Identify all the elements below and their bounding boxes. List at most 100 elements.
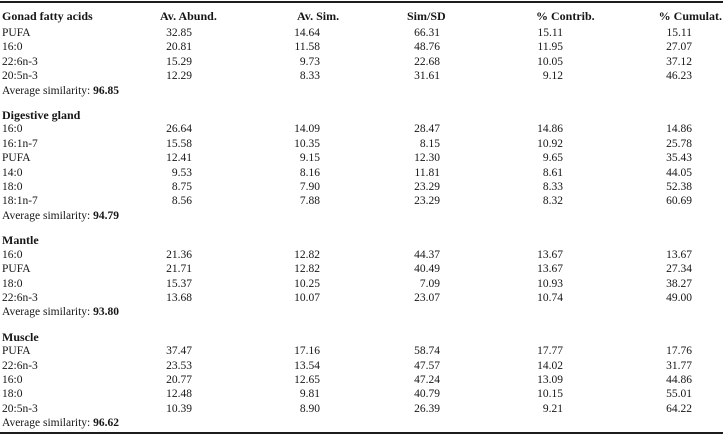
table-row: 22:6n-3 13.68 10.07 23.07 10.74 49.00 xyxy=(0,291,723,305)
average-similarity-label: Average similarity: xyxy=(2,306,94,319)
value-cell: 14.86 xyxy=(537,123,563,136)
value-cell: 23.29 xyxy=(414,195,440,208)
value-cell: 10.93 xyxy=(537,277,563,290)
fatty-acid-name: 16:0 xyxy=(2,41,23,54)
value-cell: 15.29 xyxy=(166,55,192,68)
value-cell: 12.82 xyxy=(294,263,320,276)
value-cell: 40.49 xyxy=(414,263,440,276)
fatty-acid-name: 18:1n-7 xyxy=(2,195,38,208)
value-cell: 8.56 xyxy=(171,195,192,208)
table-row: 20:5n-3 10.39 8.90 26.39 9.21 64.22 xyxy=(0,402,723,416)
average-similarity: Average similarity: 93.80 xyxy=(0,305,723,320)
table-row: 22:6n-3 23.53 13.54 47.57 14.02 31.77 xyxy=(0,359,723,373)
average-similarity-label: Average similarity: xyxy=(2,417,94,430)
value-cell: 46.23 xyxy=(666,70,692,83)
average-similarity-value: 96.85 xyxy=(93,84,119,97)
fatty-acid-name: 16:1n-7 xyxy=(2,137,38,150)
value-cell: 9.15 xyxy=(299,152,320,165)
value-cell: 47.57 xyxy=(414,359,440,372)
average-similarity-value: 94.79 xyxy=(93,209,119,222)
value-cell: 27.07 xyxy=(666,41,692,54)
value-cell: 31.61 xyxy=(414,70,440,83)
table-row: PUFA 32.85 14.64 66.31 15.11 15.11 xyxy=(0,26,723,40)
average-similarity-label: Average similarity: xyxy=(2,84,94,97)
fatty-acid-name: 18:0 xyxy=(2,181,23,194)
value-cell: 11.81 xyxy=(414,166,440,179)
value-cell: 40.79 xyxy=(414,388,440,401)
value-cell: 37.12 xyxy=(666,55,692,68)
value-cell: 17.76 xyxy=(666,345,692,358)
value-cell: 7.09 xyxy=(419,277,440,290)
value-cell: 27.34 xyxy=(666,263,692,276)
value-cell: 10.05 xyxy=(537,55,563,68)
value-cell: 7.88 xyxy=(299,195,320,208)
column-header-av-sim: Av. Sim. xyxy=(297,9,340,23)
fatty-acid-name: 18:0 xyxy=(2,277,23,290)
table-row: 22:6n-3 15.29 9.73 22.68 10.05 37.12 xyxy=(0,55,723,69)
value-cell: 25.78 xyxy=(666,137,692,150)
value-cell: 10.35 xyxy=(294,137,320,150)
section-gap-cell xyxy=(0,99,723,108)
value-cell: 8.75 xyxy=(171,181,192,194)
value-cell: 23.29 xyxy=(414,181,440,194)
table-row: PUFA 37.47 17.16 58.74 17.77 17.76 xyxy=(0,344,723,358)
value-cell: 8.33 xyxy=(299,70,320,83)
average-similarity-row: Average similarity: 93.80 xyxy=(0,305,723,320)
value-cell: 8.15 xyxy=(419,137,440,150)
section-title: Muscle xyxy=(2,329,39,344)
value-cell: 12.30 xyxy=(414,152,440,165)
section-title-row: Digestive gland xyxy=(0,108,723,122)
value-cell: 44.86 xyxy=(666,373,692,386)
value-cell: 14.86 xyxy=(666,123,692,136)
fatty-acid-name: 20:5n-3 xyxy=(2,70,38,83)
table-row: 18:1n-7 8.56 7.88 23.29 8.32 60.69 xyxy=(0,194,723,208)
value-cell: 26.39 xyxy=(414,402,440,415)
column-header-pct-cumulat: % Cumulat. xyxy=(658,9,722,23)
value-cell: 52.38 xyxy=(666,181,692,194)
column-header-av-abund: Av. Abund. xyxy=(160,9,217,23)
average-similarity-row: Average similarity: 96.85 xyxy=(0,84,723,99)
section-gap-cell xyxy=(0,321,723,330)
fatty-acid-name: PUFA xyxy=(2,263,31,276)
value-cell: 44.37 xyxy=(414,248,440,261)
section-gap xyxy=(0,99,723,108)
value-cell: 66.31 xyxy=(414,27,440,39)
table-row: PUFA 21.71 12.82 40.49 13.67 27.34 xyxy=(0,262,723,276)
value-cell: 12.29 xyxy=(166,70,192,83)
value-cell: 37.47 xyxy=(166,345,192,358)
table-header: Gonad fatty acids Av. Abund. Av. Sim. Si… xyxy=(0,2,723,26)
value-cell: 58.74 xyxy=(414,345,440,358)
average-similarity: Average similarity: 96.62 xyxy=(0,416,723,432)
value-cell: 15.58 xyxy=(166,137,192,150)
value-cell: 60.69 xyxy=(666,195,692,208)
section-gap-cell xyxy=(0,224,723,233)
value-cell: 13.67 xyxy=(537,248,563,261)
value-cell: 15.11 xyxy=(537,27,563,39)
fatty-acid-name: 16:0 xyxy=(2,123,23,136)
section-title: Mantle xyxy=(2,233,39,248)
value-cell: 14.09 xyxy=(294,123,320,136)
value-cell: 13.67 xyxy=(666,248,692,261)
value-cell: 10.25 xyxy=(294,277,320,290)
value-cell: 49.00 xyxy=(666,291,692,304)
value-cell: 47.24 xyxy=(414,373,440,386)
value-cell: 9.21 xyxy=(542,402,563,415)
value-cell: 10.15 xyxy=(537,388,563,401)
value-cell: 55.01 xyxy=(666,388,692,401)
table-row: 20:5n-3 12.29 8.33 31.61 9.12 46.23 xyxy=(0,69,723,83)
value-cell: 9.53 xyxy=(171,166,192,179)
fatty-acid-name: 14:0 xyxy=(2,166,23,179)
average-similarity-value: 93.80 xyxy=(93,306,119,319)
fatty-acid-name: PUFA xyxy=(2,27,31,39)
column-header-sim-sd: Sim/SD xyxy=(407,9,446,23)
value-cell: 13.09 xyxy=(537,373,563,386)
value-cell: 9.73 xyxy=(299,55,320,68)
value-cell: 12.65 xyxy=(294,373,320,386)
value-cell: 17.77 xyxy=(537,345,563,358)
value-cell: 13.54 xyxy=(294,359,320,372)
column-header-pct-contrib: % Contrib. xyxy=(536,9,595,23)
value-cell: 14.64 xyxy=(294,27,320,39)
value-cell: 31.77 xyxy=(666,359,692,372)
table-body: PUFA 32.85 14.64 66.31 15.11 15.11 16:0 20.81 11… xyxy=(0,26,723,433)
